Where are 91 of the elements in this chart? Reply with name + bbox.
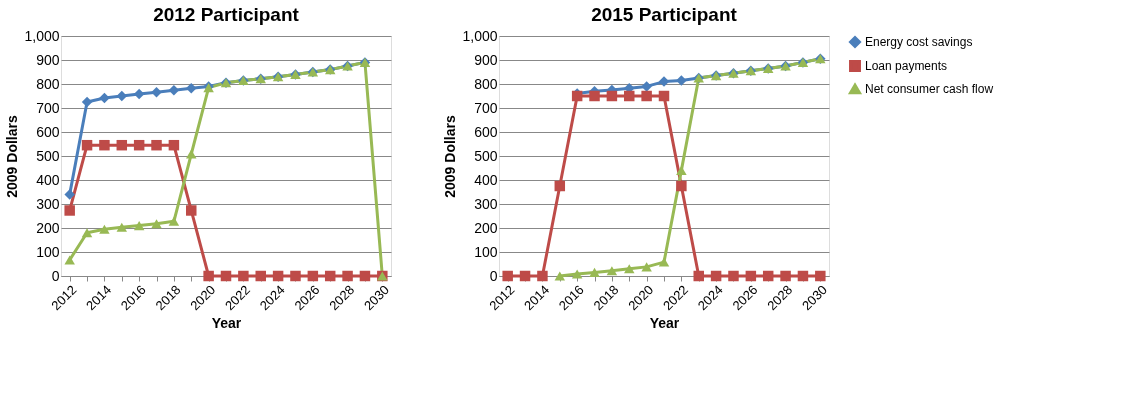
point [519, 270, 531, 282]
point [815, 270, 826, 282]
point [554, 180, 566, 192]
point [342, 270, 353, 282]
point [272, 270, 284, 282]
point [606, 266, 618, 276]
point [238, 270, 249, 282]
point [676, 180, 687, 192]
point [81, 96, 93, 108]
chart-title: 2012 Participant [153, 4, 300, 25]
y-tick-label: 600 [36, 123, 60, 140]
point [151, 86, 162, 98]
y-tick-label: 100 [474, 243, 498, 260]
point [658, 76, 670, 87]
point [641, 262, 652, 272]
legend-label: Energy cost savings [865, 35, 973, 49]
point [324, 270, 336, 282]
point [693, 270, 704, 282]
y-tick-label: 0 [51, 267, 60, 284]
point [186, 83, 197, 94]
point [641, 81, 652, 92]
point [99, 92, 110, 104]
point [780, 270, 791, 282]
point [99, 139, 110, 151]
y-tick-label: 100 [36, 243, 60, 260]
y-tick-label: 700 [474, 99, 498, 116]
y-tick-label: 700 [36, 99, 60, 116]
point [255, 270, 266, 282]
y-tick-label: 400 [36, 171, 60, 188]
point [116, 222, 128, 232]
point [290, 270, 301, 282]
point [359, 270, 371, 282]
y-tick-label: 900 [36, 51, 60, 68]
x-axis-title: Year [211, 315, 242, 332]
point [676, 165, 687, 175]
point [116, 139, 128, 151]
y-tick-label: 500 [474, 147, 498, 164]
y-tick-label: 1,000 [462, 27, 498, 44]
point [797, 270, 809, 282]
y-tick-label: 200 [474, 219, 498, 236]
point [81, 228, 93, 238]
point [589, 90, 600, 102]
y-tick-label: 300 [36, 195, 60, 212]
y-tick-label: 900 [474, 51, 498, 68]
point [658, 90, 670, 102]
x-axis-title: Year [649, 315, 680, 332]
point [168, 139, 180, 151]
point [502, 270, 513, 282]
point [151, 139, 162, 151]
legend-label: Loan payments [865, 59, 948, 73]
point [606, 90, 618, 102]
y-axis-title: 2009 Dollars [442, 115, 459, 198]
y-tick-label: 800 [36, 75, 60, 92]
y-tick-label: 400 [474, 171, 498, 188]
point [710, 270, 722, 282]
point [64, 189, 75, 200]
point [99, 224, 110, 234]
y-tick-label: 600 [474, 123, 498, 140]
point [762, 270, 774, 282]
point [676, 75, 687, 86]
point [624, 264, 635, 274]
point [745, 270, 757, 282]
point [133, 139, 145, 151]
y-tick-label: 200 [36, 219, 60, 236]
point [728, 270, 739, 282]
point [307, 270, 319, 282]
y-axis-title: 2009 Dollars [4, 115, 21, 198]
point [589, 267, 600, 277]
y-tick-label: 300 [474, 195, 498, 212]
point [641, 90, 652, 102]
point [624, 90, 635, 102]
point [168, 216, 180, 226]
y-tick-label: 500 [36, 147, 60, 164]
point [168, 85, 180, 96]
point [81, 139, 93, 151]
point [220, 270, 232, 282]
legend-label: Net consumer cash flow [865, 82, 994, 96]
point [658, 257, 670, 267]
point [151, 219, 162, 229]
point [186, 149, 197, 159]
y-tick-label: 0 [489, 267, 498, 284]
point [571, 269, 583, 279]
point [186, 205, 197, 216]
y-tick-label: 800 [474, 75, 498, 92]
y-tick-label: 1,000 [24, 27, 60, 44]
point [537, 270, 548, 282]
point [203, 270, 214, 282]
point [133, 221, 145, 231]
point [554, 271, 566, 281]
point [64, 205, 75, 216]
chart-title: 2015 Participant [591, 4, 738, 25]
